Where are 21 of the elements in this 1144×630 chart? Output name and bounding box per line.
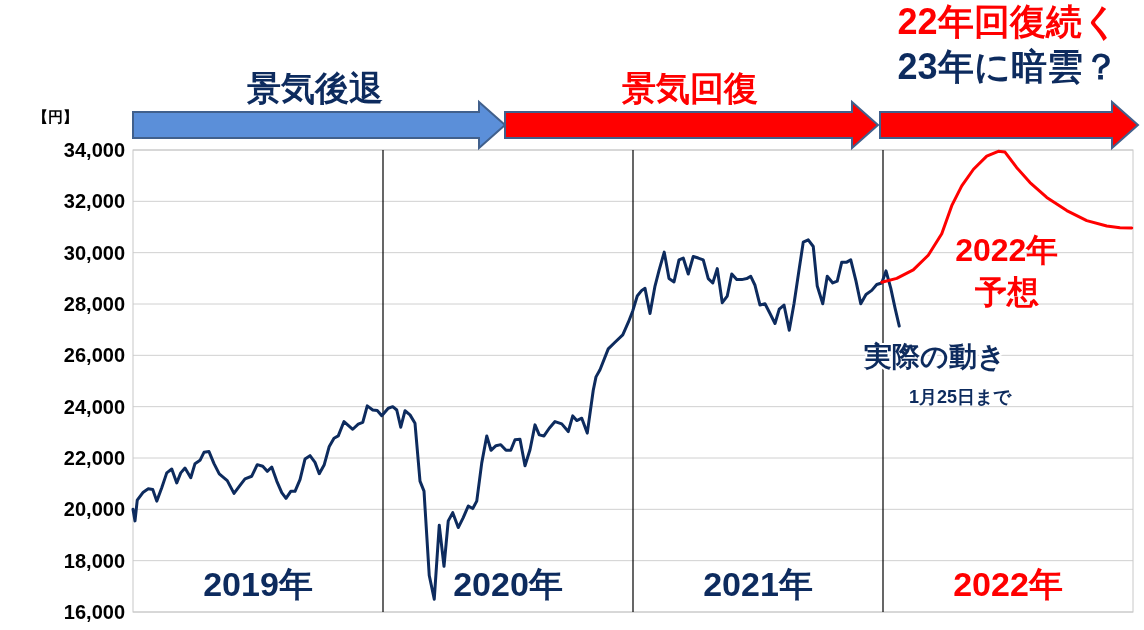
text: 22年回復続く [897,1,1119,42]
x-tick-label: 2021年 [703,565,813,603]
y-tick-label: 22,000 [63,447,125,469]
annotation: 1月25日まで [908,387,1013,407]
y-tick-label: 18,000 [63,549,125,572]
y-tick-label: 16,000 [63,601,125,623]
y-axis-title: 【円】 [32,108,78,125]
text: 景気後退 [246,69,383,107]
x-tick-label: 2020年 [453,565,563,603]
text: 23年に暗雲？ [897,46,1119,87]
y-tick-label: 30,000 [63,241,125,264]
y-tick-label: 24,000 [63,395,125,418]
y-tick-label: 28,000 [63,293,125,315]
y-tick-label: 32,000 [63,190,125,213]
x-tick-label: 2019年 [203,565,313,603]
x-tick-label: 2022年 [953,565,1063,603]
y-tick-label: 34,000 [63,139,125,161]
y-tick-label: 26,000 [63,344,125,367]
series-label: 2022年予想 [955,232,1059,311]
y-tick-label: 20,000 [63,498,125,521]
text: 景気回復 [621,69,758,107]
